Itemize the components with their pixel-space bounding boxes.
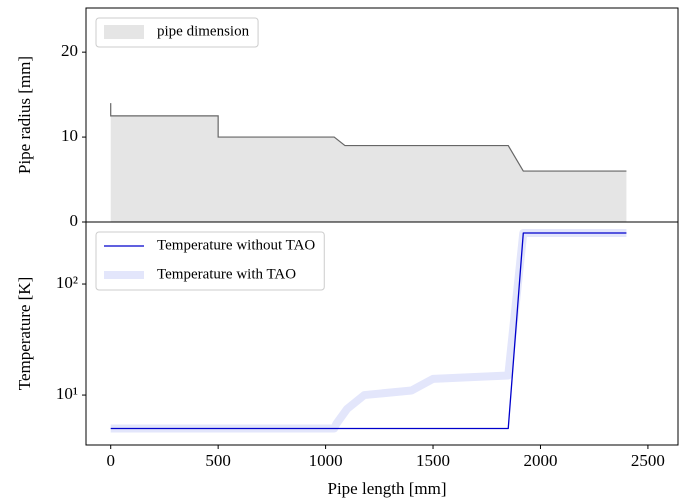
panel: 0 10 20 Pipe radius [mm] pipe dimension — [15, 7, 679, 230]
y-tick-label: 10² — [56, 273, 78, 292]
legend-label: pipe dimension — [157, 23, 250, 39]
x-tick-label: 2500 — [631, 451, 665, 470]
legend: Temperature without TAO Temperature with … — [95, 231, 325, 291]
legend-label: Temperature without TAO — [157, 237, 315, 253]
x-axis-label: Pipe length [mm] — [328, 479, 447, 498]
panel: 10¹ 10² 0 500 1000 1500 2000 2500 Pipe length [m… — [15, 221, 679, 498]
x-tick-label: 2000 — [523, 451, 557, 470]
legend-box — [95, 231, 325, 291]
y-axis-label: Pipe radius [mm] — [15, 56, 34, 174]
x-tick-label: 500 — [205, 451, 231, 470]
area-edge — [110, 103, 627, 172]
area-fill — [110, 103, 627, 222]
x-tick-label: 1500 — [416, 451, 450, 470]
x-tick-label: 0 — [106, 451, 115, 470]
y-tick-label: 10¹ — [56, 384, 78, 403]
legend: pipe dimension — [95, 17, 259, 48]
legend-label: Temperature with TAO — [157, 266, 296, 282]
y-tick-label: 10 — [61, 126, 78, 145]
y-tick-label: 0 — [70, 211, 79, 230]
y-axis-label: Temperature [K] — [15, 277, 34, 391]
y-tick-label: 20 — [61, 41, 78, 60]
line — [110, 232, 627, 430]
legend-swatch — [104, 25, 144, 39]
axes-frame — [85, 221, 679, 446]
line — [110, 229, 627, 433]
x-tick-label: 1000 — [309, 451, 343, 470]
